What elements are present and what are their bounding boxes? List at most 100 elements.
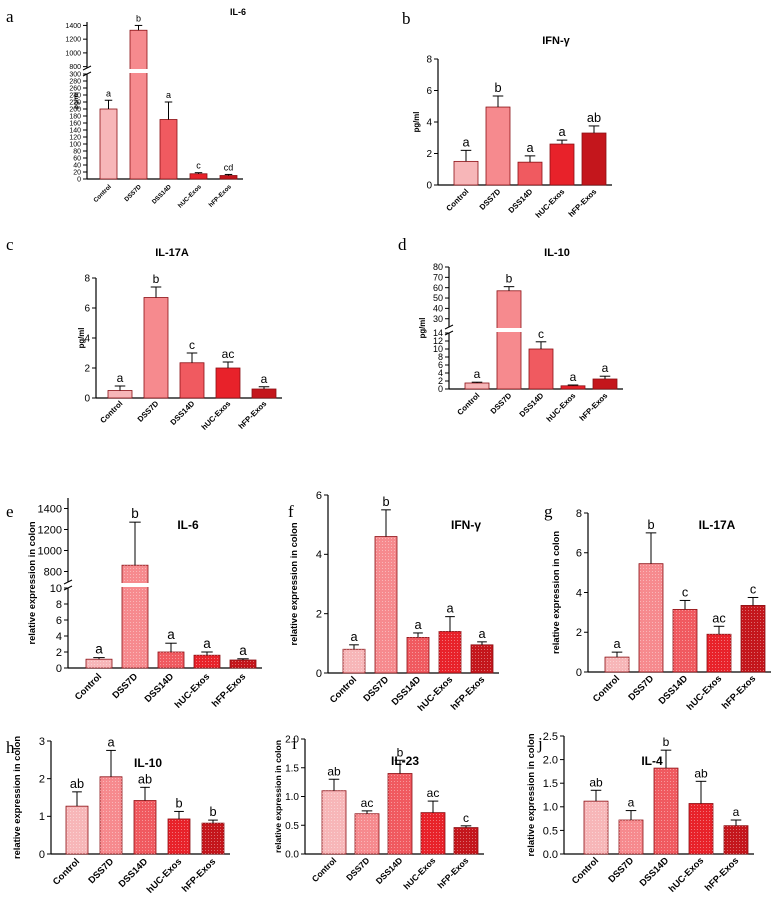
panel-letter-f: f (288, 502, 294, 521)
chart-panel-h: h IL-10 0 1 2 3 ab Control a DSS7D ab DSS14D b hUC-Ex… (6, 734, 230, 895)
y-tick-label-e: 4 (56, 631, 62, 643)
y-tick-label-j: 1.0 (543, 802, 558, 814)
y-tick-label-i: 1.0 (285, 792, 299, 803)
x-tick-label-f-2: DSS14D (390, 674, 423, 707)
x-tick-label-b-2: DSS14D (507, 187, 535, 215)
bar-d-4 (592, 378, 618, 390)
y-tick-label-h: 2 (39, 774, 45, 786)
y-tick-label-h: 0 (39, 849, 45, 861)
bar-a-4 (219, 175, 238, 180)
y-tick-label-d: 50 (433, 293, 443, 303)
chart-title-j: IL-4 (641, 754, 663, 768)
y-tick-label-a: 0 (77, 176, 81, 183)
significance-label-e-1: b (131, 506, 139, 521)
x-tick-label-g-3: hUC-Exos (685, 673, 724, 712)
y-tick-label-a: 280 (69, 78, 81, 85)
x-tick-label-b-4: hFP-Exos (567, 187, 599, 219)
y-tick-label-g: 6 (576, 548, 582, 560)
x-tick-label-i-0: Control (310, 855, 339, 884)
chart-title-c: IL-17A (155, 247, 189, 259)
bar-d-1 (496, 290, 522, 390)
significance-label-i-3: ac (427, 786, 440, 800)
y-tick-label-e: 8 (56, 599, 62, 611)
significance-label-c-4: a (261, 372, 268, 386)
x-tick-label-h-0: Control (51, 856, 82, 887)
y-axis-label-j: relative expression in colon (526, 733, 536, 856)
y-tick-label-i: 1.5 (285, 763, 299, 774)
x-tick-label-i-2: DSS14D (374, 855, 405, 886)
bar-a-1 (129, 29, 148, 180)
y-tick-label-a: 160 (69, 120, 81, 127)
significance-label-i-1: ac (361, 796, 374, 810)
chart-title-i: IL-23 (391, 754, 419, 768)
y-tick-label-a: 100 (69, 141, 81, 148)
significance-label-h-4: b (209, 804, 216, 819)
bar-texture-j-3 (689, 803, 713, 854)
y-tick-label-e: 10 (50, 583, 62, 595)
y-tick-label-j: 0.5 (543, 825, 558, 837)
significance-label-g-0: a (613, 636, 621, 651)
x-tick-label-c-2: DSS14D (169, 399, 197, 427)
x-tick-label-d-2: DSS14D (518, 391, 546, 419)
bar-texture-i-4 (454, 827, 478, 854)
y-tick-label-a: 220 (69, 99, 81, 106)
y-tick-label-c: 4 (84, 334, 90, 345)
y-tick-label-g: 0 (576, 667, 582, 679)
y-tick-label-a: 140 (69, 127, 81, 134)
y-tick-label-e: 1400 (38, 503, 62, 515)
chart-panel-e: e IL-6 0 2 4 6 8 10 800 1000 1200 1400 a Control b DSS7… (6, 498, 262, 710)
significance-label-f-1: b (382, 494, 389, 509)
significance-label-c-0: a (117, 371, 124, 385)
axis-break-mark-e (63, 585, 73, 591)
y-tick-label-b: 0 (426, 181, 432, 192)
bar-texture-e-2 (158, 652, 184, 668)
y-tick-label-e: 6 (56, 615, 62, 627)
y-tick-label-j: 0.0 (543, 849, 558, 861)
bar-texture-e-1 (122, 565, 148, 668)
chart-title-h: IL-10 (134, 756, 162, 770)
significance-label-d-4: a (602, 361, 609, 375)
panel-letter-a: a (6, 7, 14, 26)
significance-label-g-4: c (750, 581, 757, 596)
bar-texture-h-4 (202, 823, 224, 854)
chart-panel-j: j IL-4 0.0 0.5 1.0 1.5 2.0 2.5 ab Control a DSS7D b D… (526, 731, 754, 894)
y-tick-label-e: 1200 (38, 524, 62, 536)
significance-label-f-2: a (414, 617, 422, 632)
x-tick-label-f-4: hFP-Exos (449, 674, 487, 712)
y-tick-label-f: 2 (316, 609, 322, 621)
y-tick-label-a: 1200 (65, 37, 81, 44)
y-tick-label-b: 2 (426, 149, 432, 160)
x-tick-label-g-2: DSS14D (657, 673, 690, 706)
bar-a-2 (159, 119, 178, 180)
x-tick-label-d-4: hFP-Exos (578, 391, 610, 423)
bar-texture-f-0 (343, 649, 365, 673)
axis-break-mark-d (444, 330, 454, 336)
y-tick-label-a: 80 (73, 148, 81, 155)
bar-c-1 (143, 297, 169, 399)
y-tick-label-d: 10 (433, 344, 443, 354)
bar-texture-g-2 (673, 609, 697, 672)
significance-label-h-3: b (175, 795, 182, 810)
significance-label-a-1: b (136, 13, 141, 23)
x-tick-label-e-0: Control (73, 671, 104, 702)
x-tick-label-h-2: DSS14D (117, 856, 150, 889)
significance-label-i-0: ab (327, 764, 341, 778)
x-tick-label-b-3: hUC-Exos (534, 187, 567, 220)
chart-title-a: IL-6 (230, 7, 246, 17)
axis-break-mark-e (63, 579, 73, 585)
panel-letter-h: h (6, 738, 15, 757)
y-axis-label-i: relative expression in colon (273, 740, 283, 853)
bar-texture-f-2 (407, 637, 429, 673)
y-tick-label-g: 8 (576, 508, 582, 520)
bar-texture-h-3 (168, 818, 190, 854)
bar-break-gap-d-1 (496, 328, 522, 332)
bar-texture-h-2 (134, 800, 156, 854)
bar-texture-g-1 (639, 563, 663, 672)
y-tick-label-f: 6 (316, 490, 322, 502)
axis-break-mark-a (82, 71, 92, 77)
y-tick-label-i: 0.0 (285, 850, 299, 861)
significance-label-i-4: c (463, 811, 469, 825)
significance-label-b-4: ab (587, 110, 601, 125)
y-tick-label-b: 6 (426, 86, 432, 97)
